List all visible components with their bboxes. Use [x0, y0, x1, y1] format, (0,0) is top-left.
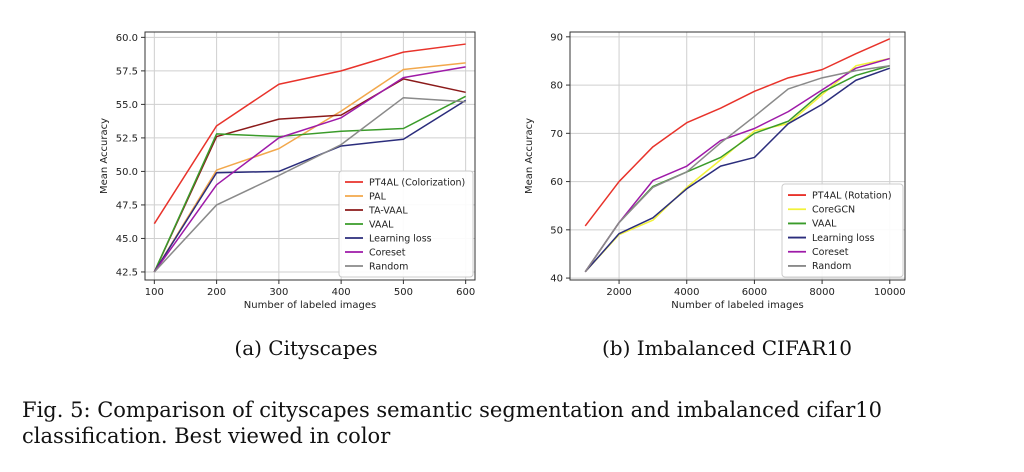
y-tick-label: 60 [550, 177, 563, 188]
y-tick-label: 45.0 [116, 234, 138, 245]
legend-entry: Coreset [369, 247, 406, 258]
legend-entry: Coreset [812, 247, 849, 258]
legend-entry: Learning loss [369, 233, 432, 244]
series-line-pt4al-colorization- [153, 43, 466, 225]
legend-entry: CoreGCN [812, 205, 855, 216]
x-axis-label: Number of labeled images [671, 300, 803, 311]
legend-entry: Random [812, 261, 851, 272]
legend-entry: VAAL [812, 219, 837, 230]
legend-entry: VAAL [369, 219, 394, 230]
x-tick-label: 2000 [606, 287, 631, 298]
x-tick-label: 6000 [742, 287, 767, 298]
legend-entry: TA-VAAL [368, 205, 408, 216]
x-tick-label: 300 [269, 287, 288, 298]
chart-cityscapes: 100 200 300 400 500 600 42.5 45.0 47.5 50.0 52.5 55… [99, 31, 476, 311]
subcaption-b: (b) Imbalanced CIFAR10 [602, 336, 852, 360]
legend: PT4AL (Rotation) CoreGCN VAAL Learning loss… [781, 183, 904, 278]
legend-box [338, 170, 474, 278]
series-line-random [153, 96, 466, 273]
y-axis-label: Mean Accuracy [524, 118, 535, 194]
legend-entry: PAL [369, 191, 387, 202]
y-tick-label: 55.0 [116, 100, 138, 111]
legend-entry: PT4AL (Rotation) [812, 190, 892, 201]
figure-caption-line-2: classification. Best viewed in color [22, 424, 391, 448]
x-tick-label: 8000 [809, 287, 834, 298]
series-line-coreset [153, 66, 466, 273]
x-tick-label: 200 [207, 287, 226, 298]
legend-entry: Random [369, 261, 408, 272]
series-line-vaal [153, 95, 467, 273]
series-line-pt4al-rotation- [584, 38, 891, 227]
x-tick-label: 10000 [874, 287, 906, 298]
subcaption-a: (a) Cityscapes [234, 336, 377, 360]
y-axis-label: Mean Accuracy [99, 118, 110, 194]
y-tick-label: 50.0 [116, 167, 138, 178]
legend-box [781, 183, 904, 278]
figure-caption-line-1: Fig. 5: Comparison of cityscapes semanti… [22, 398, 882, 422]
y-tick-label: 60.0 [116, 33, 138, 44]
x-tick-label: 100 [145, 287, 164, 298]
plot-frame [569, 31, 906, 281]
series-line-learning-loss [153, 99, 467, 273]
x-tick-label: 400 [332, 287, 351, 298]
y-tick-label: 42.5 [116, 267, 138, 278]
legend-entry: PT4AL (Colorization) [369, 177, 465, 188]
series-line-ta-vaal [153, 78, 466, 273]
y-tick-label: 47.5 [116, 200, 138, 211]
series-line-pal [153, 62, 466, 273]
y-tick-label: 90 [550, 32, 563, 43]
series-line-learning-loss [584, 67, 891, 273]
y-tick-label: 70 [550, 129, 563, 140]
chart-imbalanced-cifar10: 2000 4000 6000 8000 10000 40 50 60 70 80 90 Number … [524, 31, 906, 311]
y-tick-label: 50 [550, 225, 563, 236]
plot-frame [144, 31, 476, 281]
x-tick-label: 600 [456, 287, 475, 298]
y-tick-label: 57.5 [116, 66, 138, 77]
x-tick-label: 4000 [674, 287, 699, 298]
legend: PT4AL (Colorization) PAL TA-VAAL VAAL Learni… [338, 170, 474, 278]
series-line-coreset [584, 57, 890, 273]
y-tick-label: 80 [550, 81, 563, 92]
y-tick-label: 52.5 [116, 133, 138, 144]
x-axis-label: Number of labeled images [244, 300, 376, 311]
series-line-random [584, 65, 890, 273]
x-tick-label: 500 [394, 287, 413, 298]
legend-entry: Learning loss [812, 233, 875, 244]
y-tick-label: 40 [550, 274, 563, 285]
